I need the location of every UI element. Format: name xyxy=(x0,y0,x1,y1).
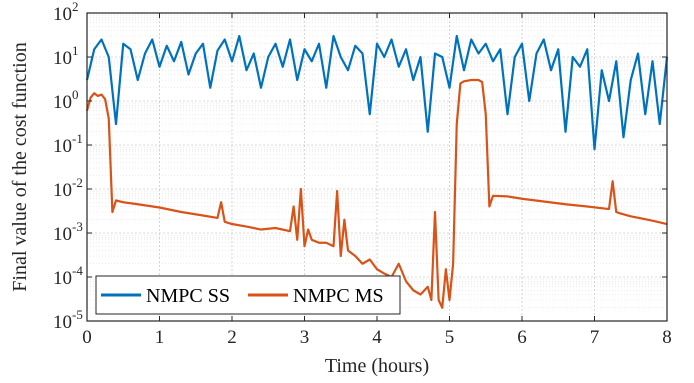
y-tick-label: 10-3 xyxy=(53,219,83,245)
y-tick-label: 10-1 xyxy=(53,131,83,157)
legend-label-nmpc-ms: NMPC MS xyxy=(293,285,384,307)
series-lines xyxy=(85,34,669,309)
x-tick-label: 8 xyxy=(662,327,672,348)
x-tick-label: 2 xyxy=(227,327,237,348)
y-tick-label: 100 xyxy=(53,87,79,113)
y-tick-base: 10 xyxy=(53,92,72,113)
x-tick-label: 7 xyxy=(590,327,600,348)
y-tick-exponent: 2 xyxy=(72,0,79,14)
legend-label-nmpc-ss: NMPC SS xyxy=(146,285,230,307)
x-tick-label: 1 xyxy=(155,327,165,348)
x-axis-label: Time (hours) xyxy=(325,355,429,377)
x-tick-label: 6 xyxy=(517,327,527,348)
y-tick-base: 10 xyxy=(53,180,72,201)
y-tick-exponent: -2 xyxy=(72,175,83,190)
y-tick-exponent: -4 xyxy=(72,263,83,278)
y-tick-exponent: 0 xyxy=(72,87,79,102)
x-tick-label: 5 xyxy=(445,327,455,348)
y-tick-label: 10-5 xyxy=(53,307,83,333)
y-tick-label: 10-2 xyxy=(53,175,83,201)
y-tick-base: 10 xyxy=(53,268,72,289)
y-tick-label: 101 xyxy=(53,43,79,69)
y-tick-base: 10 xyxy=(53,312,72,333)
y-tick-exponent: 1 xyxy=(72,43,79,58)
y-tick-base: 10 xyxy=(53,224,72,245)
series-line-nmpc-ss xyxy=(85,34,669,151)
y-tick-exponent: -3 xyxy=(72,219,83,234)
x-tick-label: 4 xyxy=(372,327,382,348)
y-tick-base: 10 xyxy=(53,136,72,157)
y-tick-label: 10-4 xyxy=(53,263,83,289)
x-tick-label: 0 xyxy=(82,327,92,348)
y-tick-base: 10 xyxy=(53,48,72,69)
x-tick-label: 3 xyxy=(300,327,310,348)
y-tick-base: 10 xyxy=(53,4,72,25)
series-line-nmpc-ms xyxy=(85,78,668,309)
y-tick-label: 102 xyxy=(53,0,79,25)
legend: NMPC SS NMPC MS xyxy=(95,275,401,315)
y-tick-exponent: -1 xyxy=(72,131,83,146)
y-tick-exponent: -5 xyxy=(72,307,83,322)
y-axis-label: Final value of the cost function xyxy=(9,42,31,291)
